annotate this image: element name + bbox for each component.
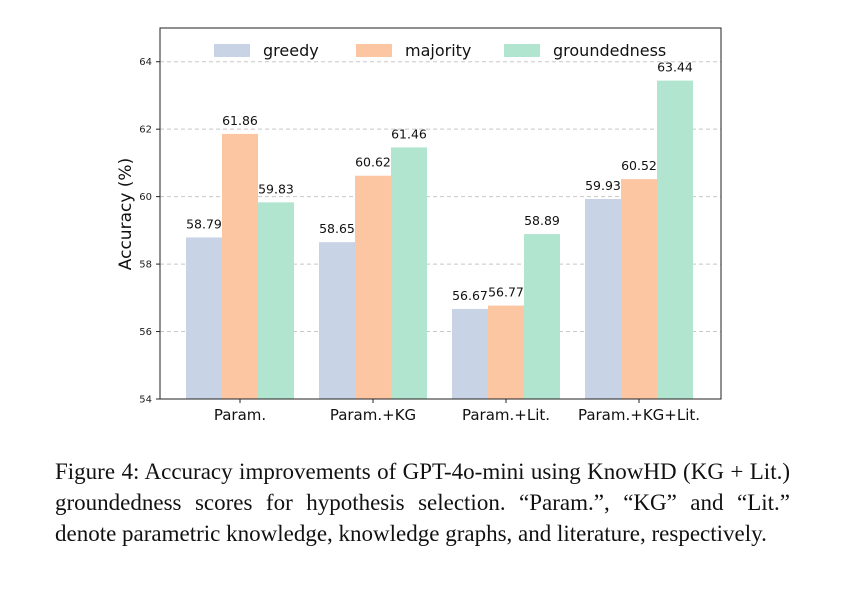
bar-majority bbox=[488, 305, 524, 399]
value-label: 56.77 bbox=[488, 285, 524, 300]
y-tick-label: 60 bbox=[139, 192, 152, 203]
bar-groundedness bbox=[657, 80, 693, 399]
value-label: 60.52 bbox=[621, 158, 657, 173]
legend-label-majority: majority bbox=[405, 41, 471, 60]
value-label: 61.86 bbox=[222, 113, 258, 128]
value-label: 60.62 bbox=[355, 155, 391, 170]
value-label: 59.93 bbox=[585, 178, 621, 193]
value-label: 58.89 bbox=[524, 213, 560, 228]
value-label: 58.79 bbox=[186, 216, 222, 231]
value-label: 59.83 bbox=[258, 181, 294, 196]
bar-greedy bbox=[186, 237, 222, 399]
value-label: 63.44 bbox=[657, 60, 693, 75]
y-axis-title: Accuracy (%) bbox=[116, 158, 136, 270]
legend-swatch-majority bbox=[356, 44, 392, 57]
bar-majority bbox=[621, 179, 657, 399]
y-tick-label: 64 bbox=[139, 57, 152, 68]
figure-caption: Figure 4: Accuracy improvements of GPT-4… bbox=[55, 459, 790, 546]
plot-frame bbox=[159, 27, 722, 400]
legend-swatch-groundedness bbox=[504, 44, 540, 57]
legend-label-groundedness: groundedness bbox=[553, 41, 666, 60]
y-tick-label: 56 bbox=[139, 327, 152, 338]
y-tick-label: 58 bbox=[139, 260, 152, 271]
bar-groundedness bbox=[391, 147, 427, 399]
y-axis-ticks: 54 56 58 60 62 64 bbox=[139, 57, 160, 406]
legend: greedy majority groundedness bbox=[214, 41, 666, 60]
bar-greedy bbox=[585, 198, 621, 399]
x-tick-label: Param.+Lit. bbox=[462, 406, 550, 424]
bar-groundedness bbox=[524, 234, 560, 399]
value-label: 56.67 bbox=[452, 288, 488, 303]
bar-greedy bbox=[452, 308, 488, 399]
legend-label-greedy: greedy bbox=[263, 41, 319, 60]
x-axis-ticks: Param. Param.+KG Param.+Lit. Param.+KG+Lit. bbox=[214, 399, 700, 424]
bar-majority bbox=[222, 133, 258, 400]
x-tick-label: Param. bbox=[214, 406, 266, 424]
value-label: 61.46 bbox=[391, 126, 427, 141]
x-tick-label: Param.+KG+Lit. bbox=[578, 406, 700, 424]
legend-swatch-greedy bbox=[214, 44, 250, 57]
x-tick-label: Param.+KG bbox=[330, 406, 416, 424]
y-tick-label: 62 bbox=[139, 125, 152, 136]
bar-greedy bbox=[319, 242, 355, 399]
bars bbox=[186, 80, 693, 400]
y-tick-label: 54 bbox=[139, 395, 152, 406]
value-label: 58.65 bbox=[319, 221, 355, 236]
bar-groundedness bbox=[258, 202, 294, 399]
bar-majority bbox=[355, 175, 391, 399]
